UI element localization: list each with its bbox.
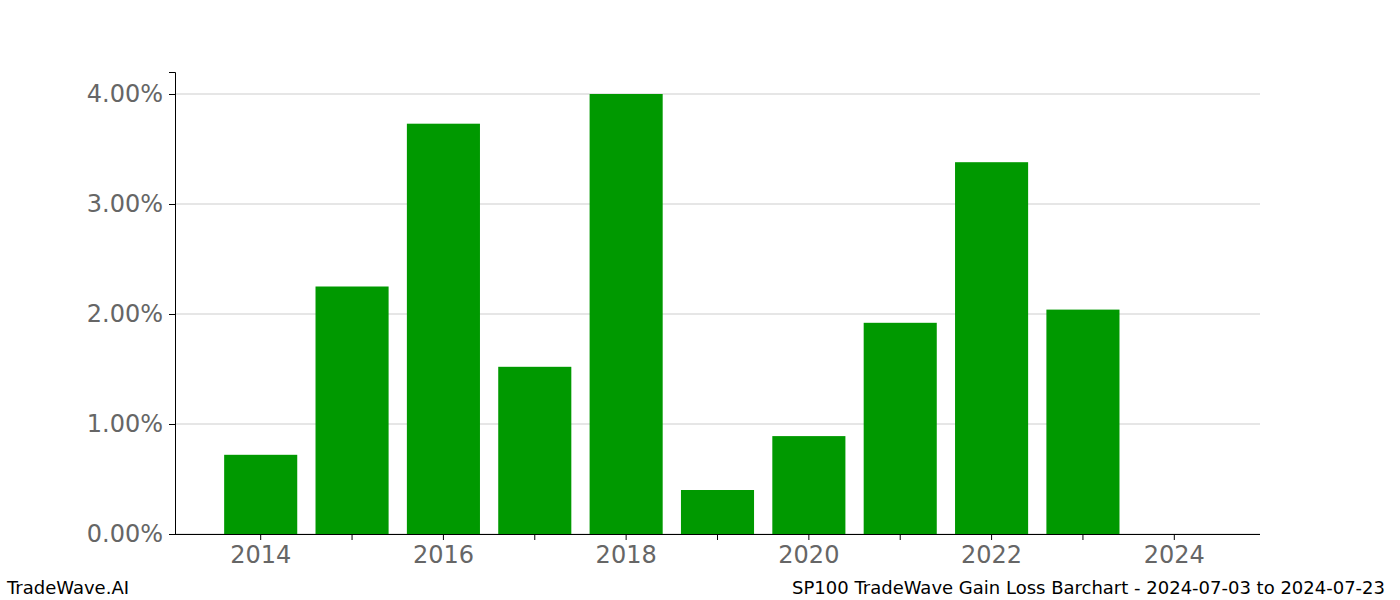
x-tick: 2024 xyxy=(1144,534,1205,569)
bar xyxy=(864,323,937,534)
y-tick-label: 3.00% xyxy=(87,190,163,218)
grid-line xyxy=(175,94,1260,95)
bars xyxy=(224,94,1119,534)
y-tick-label: 2.00% xyxy=(87,300,163,328)
title: SP100 TradeWave Gain Loss Barchart - 202… xyxy=(792,577,1385,598)
x-axis: 2014 2016 2018 2020 2022 2024 xyxy=(175,534,1260,569)
x-tick-label: 2020 xyxy=(778,541,839,569)
bar xyxy=(316,287,389,535)
y-axis-line xyxy=(169,73,176,535)
x-tick xyxy=(534,534,535,540)
x-tick-mark xyxy=(808,534,809,540)
x-tick-mark xyxy=(260,534,261,540)
bar xyxy=(1046,310,1119,534)
bar xyxy=(681,490,754,534)
x-tick: 2018 xyxy=(596,534,657,569)
y-tick-label: 0.00% xyxy=(87,520,163,548)
x-tick: 2020 xyxy=(778,534,839,569)
grid xyxy=(175,94,1260,534)
grid-line xyxy=(175,204,1260,205)
x-tick: 2014 xyxy=(230,534,291,569)
x-tick-mark xyxy=(352,534,353,540)
bar xyxy=(955,162,1028,534)
x-tick-label: 2024 xyxy=(1144,541,1205,569)
x-tick-mark xyxy=(900,534,901,540)
y-tick: 2.00% xyxy=(87,300,175,328)
x-tick-mark xyxy=(443,534,444,540)
x-tick xyxy=(900,534,901,540)
y-tick: 4.00% xyxy=(87,80,175,108)
annotation: TradeWave.AI xyxy=(6,577,129,598)
x-tick xyxy=(717,534,718,540)
x-tick-mark xyxy=(626,534,627,540)
chart: 0.00% 1.00% 2.00% 3.00% 4.00% 2014 2016 2018 202… xyxy=(0,0,1400,600)
y-tick-label: 1.00% xyxy=(87,410,163,438)
y-tick-mark xyxy=(169,534,175,535)
x-tick-mark xyxy=(1082,534,1083,540)
y-tick-mark xyxy=(169,424,175,425)
y-tick: 1.00% xyxy=(87,410,175,438)
x-tick-mark xyxy=(1174,534,1175,540)
bar xyxy=(224,455,297,534)
bar xyxy=(772,436,845,534)
x-tick-label: 2014 xyxy=(230,541,291,569)
bar xyxy=(590,94,663,534)
y-tick: 0.00% xyxy=(87,520,175,548)
y-tick-mark xyxy=(169,204,175,205)
y-axis: 0.00% 1.00% 2.00% 3.00% 4.00% xyxy=(87,73,176,549)
x-tick-label: 2016 xyxy=(413,541,474,569)
y-tick-mark xyxy=(169,94,175,95)
bar xyxy=(407,124,480,534)
y-tick: 3.00% xyxy=(87,190,175,218)
x-tick-label: 2022 xyxy=(961,541,1022,569)
x-tick: 2016 xyxy=(413,534,474,569)
x-tick xyxy=(352,534,353,540)
y-tick-mark xyxy=(169,314,175,315)
x-tick-mark xyxy=(534,534,535,540)
x-tick-mark xyxy=(991,534,992,540)
x-tick xyxy=(1082,534,1083,540)
x-tick-mark xyxy=(717,534,718,540)
x-tick-label: 2018 xyxy=(596,541,657,569)
y-tick-label: 4.00% xyxy=(87,80,163,108)
bar xyxy=(498,367,571,534)
x-tick: 2022 xyxy=(961,534,1022,569)
